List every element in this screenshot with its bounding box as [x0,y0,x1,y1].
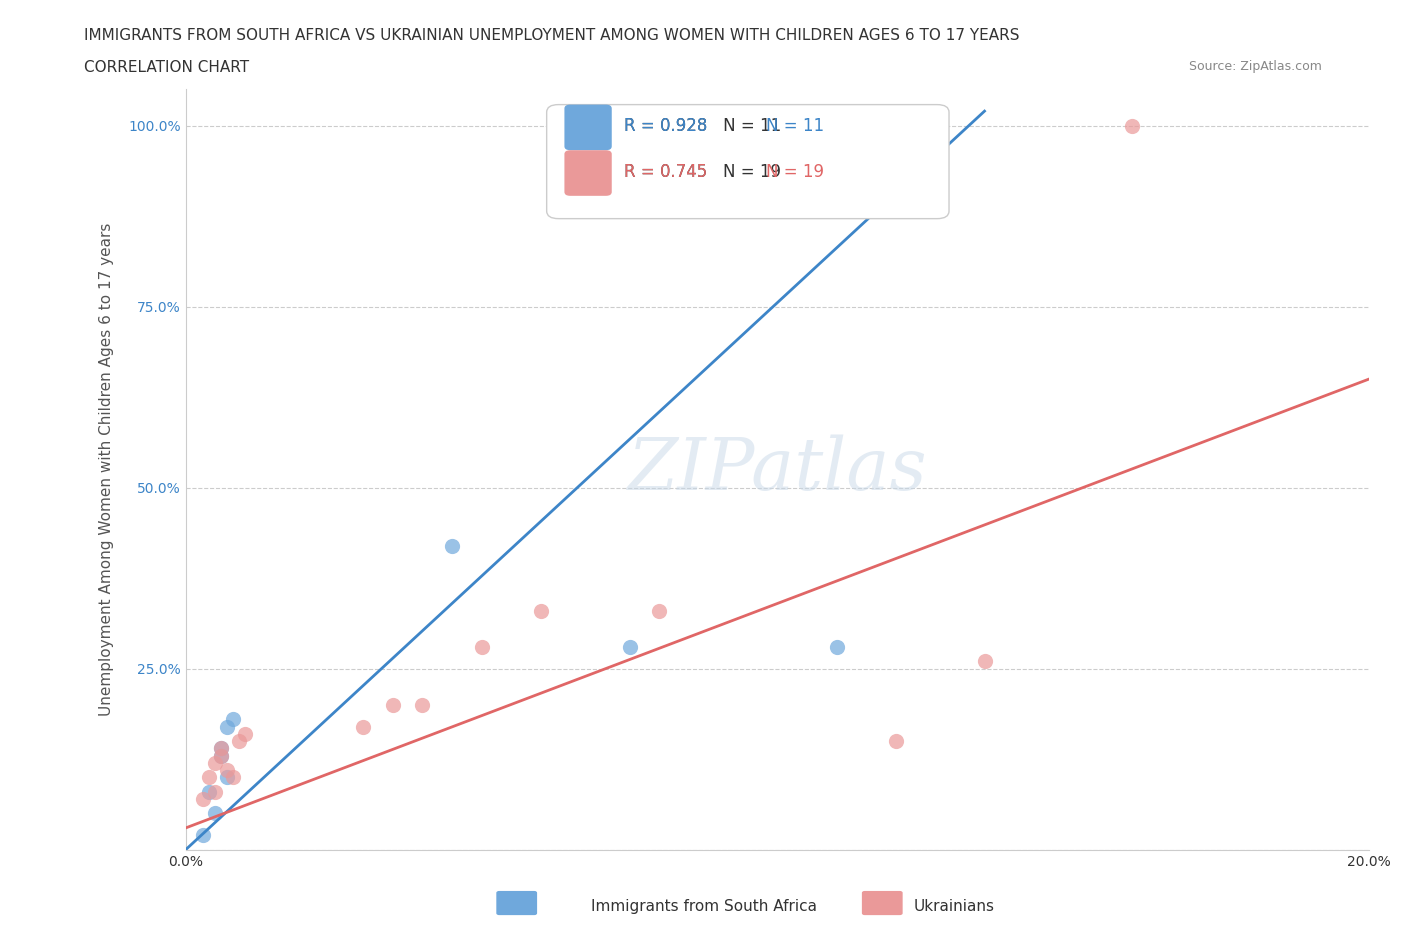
Point [217,719,239,734]
Text: Immigrants from South Africa: Immigrants from South Africa [591,899,817,914]
Point [530,604,553,618]
Point [228,734,250,749]
Point [648,604,671,618]
Point [217,763,239,777]
Text: ZIPatlas: ZIPatlas [627,434,927,505]
Point [198,770,221,785]
Point [825,640,848,655]
Text: R = 0.745   N = 19: R = 0.745 N = 19 [624,163,780,180]
Point [193,828,215,843]
Point [471,640,494,655]
Y-axis label: Unemployment Among Women with Children Ages 6 to 17 years: Unemployment Among Women with Children A… [100,223,114,716]
Point [204,784,226,799]
Text: R = 0.928: R = 0.928 [624,117,707,135]
Point [193,791,215,806]
Point [217,770,239,785]
FancyBboxPatch shape [547,104,949,219]
Point [884,734,907,749]
Point [1121,118,1143,133]
FancyBboxPatch shape [564,151,612,196]
Text: Source: ZipAtlas.com: Source: ZipAtlas.com [1188,60,1322,73]
Text: N = 11: N = 11 [766,117,824,135]
Text: IMMIGRANTS FROM SOUTH AFRICA VS UKRAINIAN UNEMPLOYMENT AMONG WOMEN WITH CHILDREN: IMMIGRANTS FROM SOUTH AFRICA VS UKRAINIA… [84,28,1019,43]
Point [209,741,232,756]
Point [619,640,641,655]
FancyBboxPatch shape [564,104,612,151]
Text: N = 19: N = 19 [766,163,824,180]
Point [440,538,463,553]
Point [222,770,245,785]
Point [198,784,221,799]
Point [209,741,232,756]
Point [411,698,433,712]
Point [222,711,245,726]
Point [204,755,226,770]
Point [209,748,232,763]
Point [204,806,226,821]
Point [233,726,256,741]
Point [973,654,995,669]
Text: R = 0.745: R = 0.745 [624,163,707,180]
Text: Ukrainians: Ukrainians [914,899,995,914]
Point [209,748,232,763]
Point [381,698,404,712]
Text: R = 0.928   N = 11: R = 0.928 N = 11 [624,117,780,135]
Text: CORRELATION CHART: CORRELATION CHART [84,60,249,75]
Point [352,719,374,734]
